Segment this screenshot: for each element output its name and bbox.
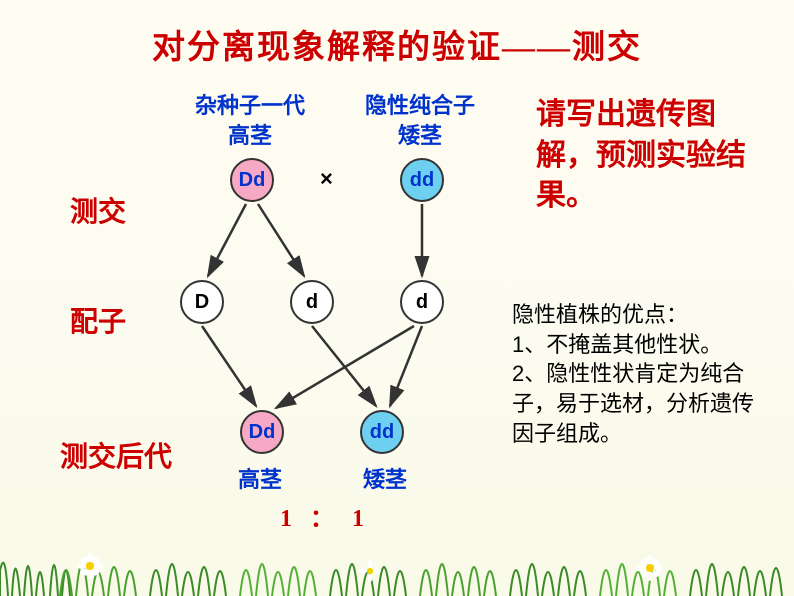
genetics-diagram: 测交 配子 测交后代 杂种子一代 高茎 隐性纯合子 矮茎 Dd × dd D d… <box>0 70 560 550</box>
row-label-cross: 测交 <box>70 190 126 230</box>
gamete-1: D <box>180 280 224 324</box>
offspring2-genotype: dd <box>360 410 404 454</box>
row-label-gametes: 配子 <box>70 300 126 340</box>
row-label-offspring: 测交后代 <box>60 435 172 475</box>
offspring2-pheno: 矮茎 <box>335 462 435 494</box>
page-title: 对分离现象解释的验证——测交 <box>0 20 794 68</box>
offspring1-genotype: Dd <box>240 410 284 454</box>
grass-decoration <box>0 526 794 596</box>
note-text: 隐性植株的优点：1、不掩盖其他性状。2、隐性性状肯定为纯合子，易于选材，分析遗传… <box>512 300 772 448</box>
parent1-genotype: Dd <box>230 158 274 202</box>
cross-symbol: × <box>320 166 333 192</box>
offspring1-pheno: 高茎 <box>210 462 310 494</box>
gamete-3: d <box>400 280 444 324</box>
gamete-2: d <box>290 280 334 324</box>
parent2-type-label: 隐性纯合子 <box>350 88 490 120</box>
parent1-type-label: 杂种子一代 <box>180 88 320 120</box>
parent2-genotype: dd <box>400 158 444 202</box>
parent1-pheno-label: 高茎 <box>180 118 320 150</box>
prompt-text: 请写出遗传图解，预测实验结果。 <box>536 95 766 217</box>
parent2-pheno-label: 矮茎 <box>350 118 490 150</box>
